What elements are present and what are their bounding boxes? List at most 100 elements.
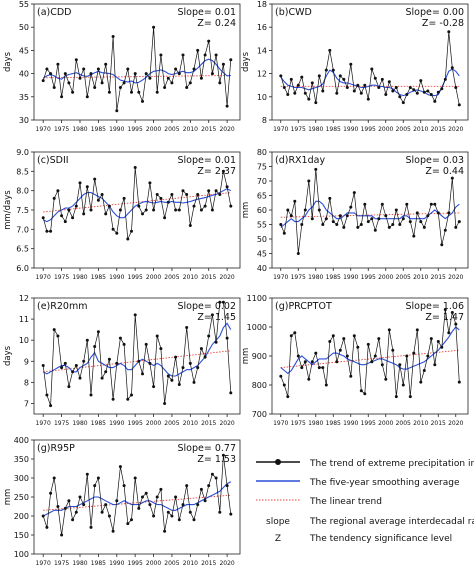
data-point: [71, 518, 75, 522]
index-line: [280, 31, 460, 105]
data-point: [373, 354, 377, 358]
x-tick-label: 1985: [91, 274, 106, 281]
x-tick-label: 1975: [291, 126, 306, 133]
y-tick-label: 7.5: [16, 206, 29, 215]
y-tick-label: 65: [257, 192, 267, 201]
slope-annotation: Slope= 0.00: [406, 7, 465, 18]
data-point: [450, 66, 454, 70]
data-point: [210, 313, 214, 317]
data-point: [296, 83, 300, 87]
data-point: [181, 53, 185, 57]
data-point: [104, 62, 108, 66]
data-point: [196, 48, 200, 52]
data-point: [163, 216, 167, 220]
data-point: [384, 214, 388, 218]
data-point: [137, 506, 141, 510]
y-tick-label: 55: [257, 221, 267, 230]
data-point: [159, 487, 163, 491]
data-point: [144, 342, 148, 346]
data-point: [78, 76, 82, 80]
panel-title: (e)R20mm: [37, 301, 87, 312]
x-tick-label: 1990: [343, 420, 358, 427]
data-point: [60, 533, 64, 537]
data-point: [107, 357, 111, 361]
data-point: [130, 90, 133, 94]
panel-title: (a)CDD: [37, 7, 72, 18]
data-point: [185, 193, 189, 196]
slope-annotation: Slope= 0.01: [178, 155, 237, 166]
data-point: [415, 328, 419, 332]
data-point: [122, 81, 126, 85]
y-tick-label: 10: [19, 336, 29, 345]
data-point: [415, 91, 419, 95]
data-point: [443, 228, 447, 232]
data-point: [356, 83, 360, 87]
data-point: [166, 374, 170, 378]
data-point: [67, 499, 71, 503]
data-point: [67, 385, 71, 389]
data-point: [384, 93, 388, 96]
data-point: [188, 361, 192, 365]
data-point: [321, 223, 325, 226]
data-point: [144, 208, 148, 212]
z-annotation: Z= 0.24: [197, 18, 236, 29]
data-point: [177, 72, 181, 76]
slope-annotation: Slope= 0.77: [178, 443, 237, 454]
data-point: [188, 224, 192, 227]
panel-4: 40 45 50 55 60 65 70 75 80 1970 1975 1980 1985 1990 19…: [241, 148, 469, 281]
data-point: [85, 95, 89, 99]
data-point: [454, 86, 458, 89]
x-tick-label: 1980: [308, 420, 323, 427]
y-axis-label: days: [3, 51, 13, 72]
data-point: [111, 227, 115, 231]
x-tick-label: 1995: [361, 420, 376, 427]
data-point: [303, 360, 307, 364]
x-tick-label: 1975: [54, 274, 69, 281]
data-point: [100, 81, 104, 85]
data-point: [307, 179, 311, 183]
x-tick-label: 2010: [413, 274, 428, 281]
data-point: [394, 86, 398, 89]
data-point: [394, 395, 398, 399]
y-axis-label: days: [3, 345, 13, 366]
data-point: [133, 313, 137, 317]
data-point: [63, 506, 67, 510]
panel-5: 7 8 9 10 11 12 1970 1975 1980 1985 1990 1995 2000 200…: [3, 294, 241, 427]
data-point: [107, 90, 111, 94]
data-point: [89, 208, 93, 212]
z-annotation: Z= 1.53: [197, 454, 236, 465]
data-point: [342, 77, 346, 81]
x-tick-label: 1970: [273, 420, 288, 427]
data-point: [96, 476, 100, 480]
data-point: [415, 211, 419, 215]
x-tick-label: 1985: [326, 274, 341, 281]
x-tick-label: 1980: [72, 126, 87, 133]
data-point: [359, 223, 363, 226]
x-tick-label: 2010: [413, 126, 428, 133]
data-point: [328, 196, 332, 200]
y-tick-label: 900: [252, 352, 267, 361]
data-point: [314, 101, 318, 105]
data-point: [447, 30, 451, 34]
data-point: [300, 223, 304, 226]
data-point: [152, 25, 156, 29]
data-point: [286, 93, 290, 96]
slope-annotation: Slope= 0.03: [406, 155, 465, 166]
panel-title: (c)SDII: [37, 155, 69, 166]
data-point: [286, 208, 290, 212]
data-point: [225, 185, 229, 189]
smoothing-line: [280, 326, 460, 375]
x-tick-label: 2010: [183, 560, 198, 567]
data-point: [426, 89, 430, 93]
data-point: [401, 383, 405, 387]
data-point: [293, 331, 297, 335]
data-point: [185, 484, 189, 488]
x-tick-label: 1980: [308, 274, 323, 281]
data-point: [380, 77, 384, 81]
data-point: [328, 48, 332, 52]
data-point: [391, 89, 395, 93]
data-point: [429, 93, 433, 96]
y-tick-label: 7: [24, 399, 29, 408]
data-point: [447, 331, 451, 335]
